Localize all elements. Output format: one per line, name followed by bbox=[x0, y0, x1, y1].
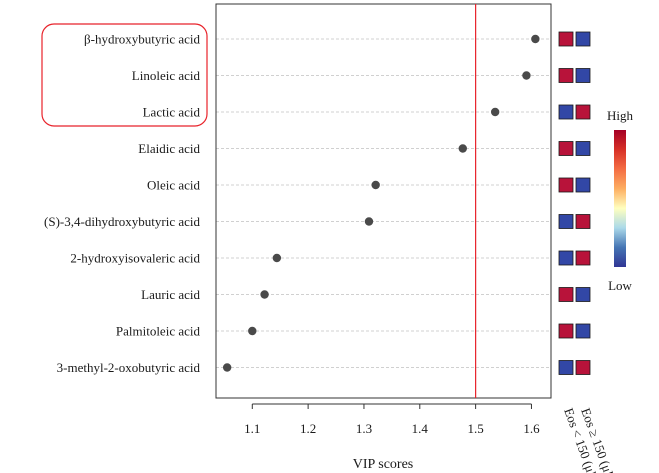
data-point bbox=[222, 363, 232, 372]
color-scale-legend: High Low bbox=[607, 108, 634, 293]
x-tick-label: 1.5 bbox=[468, 421, 484, 436]
color-scale-high-label: High bbox=[607, 108, 634, 123]
x-tick-label: 1.2 bbox=[300, 421, 316, 436]
y-tick-label: β-hydroxybutyric acid bbox=[84, 32, 200, 47]
data-point bbox=[364, 217, 374, 226]
heatmap-cell bbox=[558, 360, 574, 375]
highlight-box bbox=[41, 23, 208, 127]
y-tick-label: Lactic acid bbox=[143, 105, 201, 120]
data-point bbox=[490, 107, 500, 117]
data-point bbox=[248, 326, 257, 336]
data-point bbox=[531, 34, 540, 44]
y-tick-label: Palmitoleic acid bbox=[116, 324, 201, 339]
x-tick-label: 1.4 bbox=[412, 421, 429, 436]
heatmap-cell bbox=[575, 68, 591, 83]
data-points bbox=[222, 34, 540, 372]
x-tick-label: 1.1 bbox=[244, 421, 260, 436]
heatmap-cell bbox=[575, 31, 591, 47]
data-point bbox=[260, 290, 269, 299]
heatmap-cell bbox=[558, 177, 574, 193]
x-axis-title: VIP scores bbox=[353, 457, 414, 472]
heatmap-cell bbox=[558, 141, 574, 156]
heatmap-cell bbox=[575, 323, 591, 339]
heatmap-cell bbox=[575, 360, 591, 375]
heatmap-cell bbox=[558, 104, 574, 120]
heatmap-cell bbox=[575, 250, 591, 266]
group-heatmap: Eos < 150 (μL)Eos ≥ 150 (μL) bbox=[558, 31, 619, 473]
heatmap-cell bbox=[558, 287, 574, 302]
data-point bbox=[522, 71, 531, 80]
heatmap-cell bbox=[575, 104, 591, 120]
data-point bbox=[458, 144, 467, 153]
heatmap-cell bbox=[575, 141, 591, 156]
x-axis: 1.1 1.2 1.3 1.4 1.5 1.6 bbox=[244, 403, 540, 436]
y-axis-labels: β-hydroxybutyric acid Linoleic acid Lactic… bbox=[44, 32, 200, 376]
heatmap-cell bbox=[558, 31, 574, 47]
y-tick-label: Elaidic acid bbox=[138, 141, 200, 156]
heatmap-cell bbox=[558, 68, 574, 83]
heatmap-cell bbox=[558, 250, 574, 266]
y-tick-label: 2-hydroxyisovaleric acid bbox=[70, 251, 200, 266]
x-tick-label: 1.3 bbox=[356, 421, 372, 436]
gridlines bbox=[216, 38, 551, 368]
y-tick-label: Linoleic acid bbox=[132, 68, 201, 83]
color-scale-low-label: Low bbox=[608, 278, 632, 293]
data-point bbox=[272, 253, 282, 263]
heatmap-cell bbox=[558, 323, 574, 339]
y-tick-label: Lauric acid bbox=[141, 287, 200, 302]
plot-area bbox=[215, 3, 552, 399]
y-tick-label: (S)-3,4-dihydroxybutyric acid bbox=[44, 214, 200, 229]
heatmap-cell bbox=[575, 177, 591, 193]
heatmap-cell bbox=[558, 214, 574, 229]
heatmap-cell bbox=[575, 287, 591, 302]
data-point bbox=[371, 180, 380, 190]
color-scale-bar bbox=[614, 130, 626, 267]
heatmap-cell bbox=[575, 214, 591, 229]
y-tick-label: 3-methyl-2-oxobutyric acid bbox=[57, 360, 201, 375]
x-tick-label: 1.6 bbox=[523, 421, 540, 436]
y-tick-label: Oleic acid bbox=[147, 178, 201, 193]
